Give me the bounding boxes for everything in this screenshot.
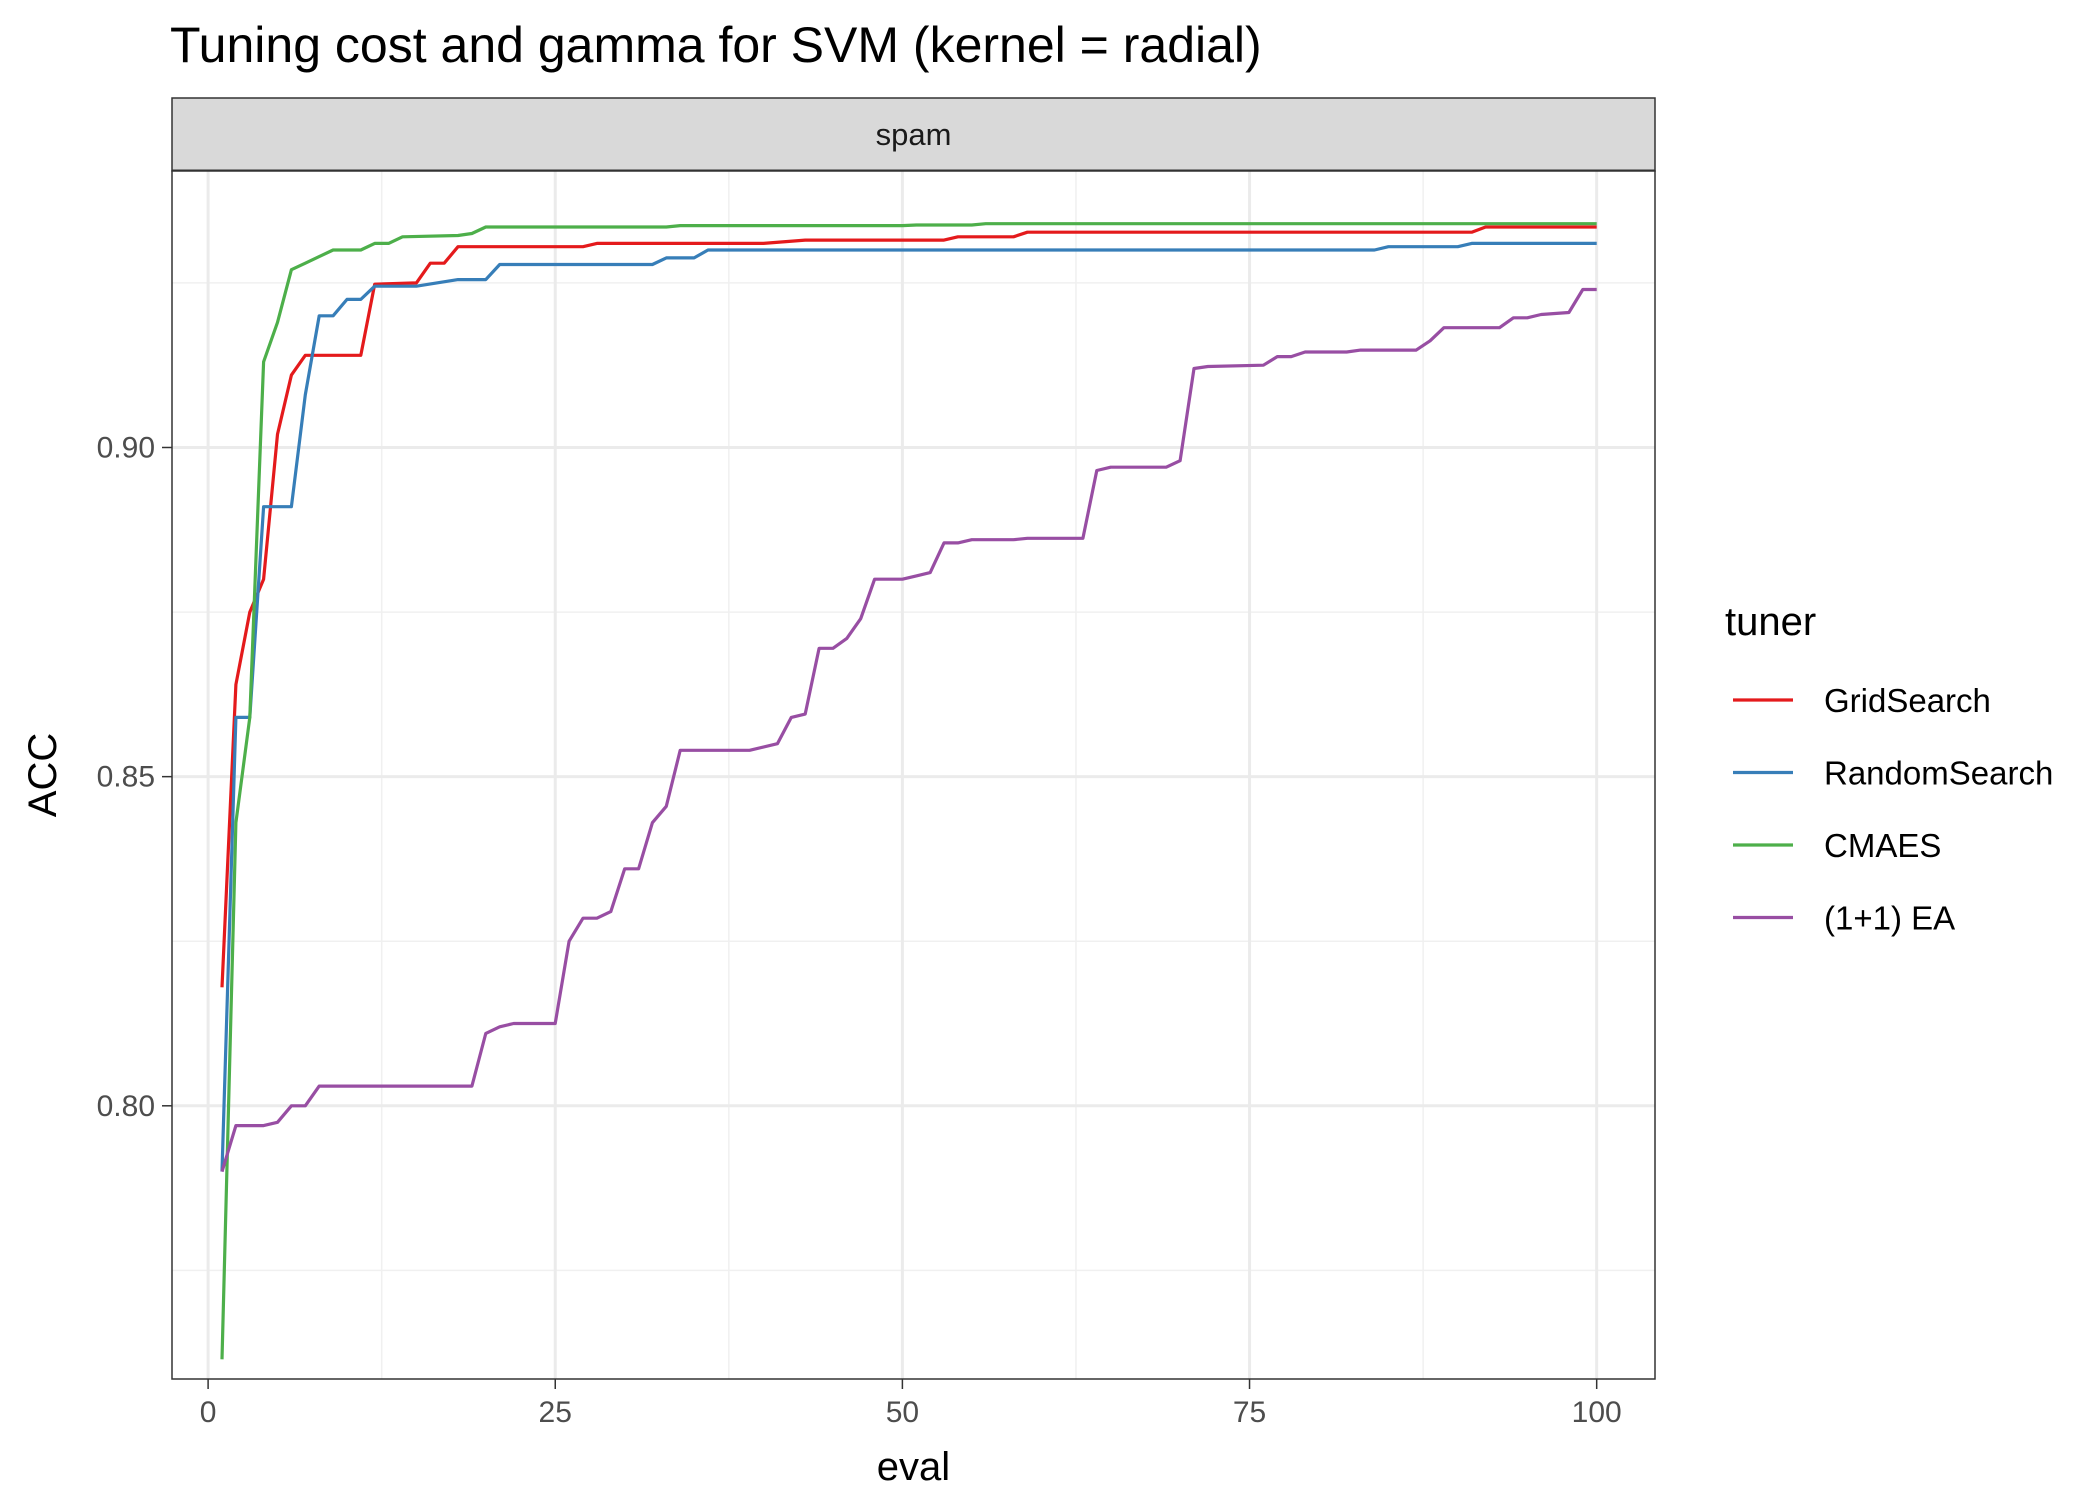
x-tick-label: 75: [1233, 1396, 1266, 1429]
series-line-2: [220, 222, 1597, 1360]
x-axis: 0 25 50 75 100: [200, 1379, 1622, 1429]
x-tick-label: 0: [200, 1396, 217, 1429]
y-axis-title: ACC: [21, 733, 65, 817]
legend-title: tuner: [1725, 600, 1816, 644]
y-tick-label: 0.90: [97, 431, 155, 464]
y-axis: 0.80 0.85 0.90: [97, 431, 172, 1123]
facet-label: spam: [876, 117, 952, 152]
plot-panel-border: [171, 170, 1656, 1380]
grid: [172, 171, 1655, 1379]
legend: tuner GridSearch RandomSearch CMAES (1+1) E…: [1725, 600, 2053, 937]
y-tick-label: 0.80: [97, 1090, 155, 1123]
legend-label: CMAES: [1824, 827, 1941, 864]
x-tick-label: 100: [1572, 1396, 1622, 1429]
x-tick-label: 25: [539, 1396, 572, 1429]
x-axis-title: eval: [877, 1445, 950, 1489]
legend-label: RandomSearch: [1824, 755, 2053, 792]
legend-label: (1+1) EA: [1824, 900, 1955, 937]
y-tick-label: 0.85: [97, 761, 155, 794]
x-tick-label: 50: [886, 1396, 919, 1429]
series-line-3: [220, 287, 1597, 1173]
series-line-1: [220, 241, 1597, 1172]
plot-panel: [172, 171, 1655, 1379]
series-layer: [220, 222, 1597, 1360]
facet-strip: [171, 97, 1656, 172]
chart-title: Tuning cost and gamma for SVM (kernel = …: [170, 17, 1262, 73]
legend-label: GridSearch: [1824, 682, 1991, 719]
legend-items: GridSearch RandomSearch CMAES (1+1) EA: [1733, 682, 2053, 937]
series-line-0: [220, 225, 1597, 988]
